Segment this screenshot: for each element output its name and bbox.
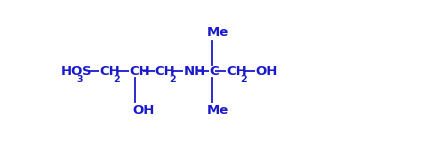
Text: CH: CH — [226, 65, 246, 78]
Text: NH: NH — [183, 65, 205, 78]
Text: HO: HO — [61, 65, 83, 78]
Text: OH: OH — [255, 65, 276, 78]
Text: Me: Me — [206, 104, 229, 117]
Text: CH: CH — [129, 65, 150, 78]
Text: CH: CH — [99, 65, 120, 78]
Text: 2: 2 — [240, 75, 246, 84]
Text: 2: 2 — [169, 75, 175, 84]
Text: OH: OH — [132, 104, 154, 117]
Text: C: C — [209, 65, 218, 78]
Text: Me: Me — [206, 26, 229, 39]
Text: S: S — [81, 65, 91, 78]
Text: 3: 3 — [77, 75, 83, 84]
Text: CH: CH — [154, 65, 175, 78]
Text: 2: 2 — [113, 75, 120, 84]
